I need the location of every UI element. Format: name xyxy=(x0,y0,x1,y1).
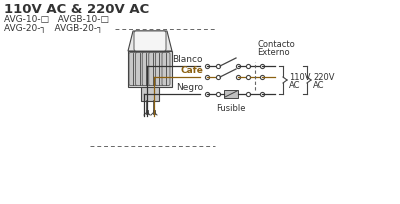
Bar xyxy=(141,88,159,102)
Text: Externo: Externo xyxy=(257,48,290,57)
Text: AVG-10-□   AVGB-10-□: AVG-10-□ AVGB-10-□ xyxy=(4,15,109,24)
FancyBboxPatch shape xyxy=(142,53,150,86)
Text: Cafe: Cafe xyxy=(180,66,203,75)
Text: AVG-20-┐   AVGB-20-┐: AVG-20-┐ AVGB-20-┐ xyxy=(4,23,102,32)
FancyBboxPatch shape xyxy=(162,53,170,86)
Text: AC: AC xyxy=(289,81,300,90)
Bar xyxy=(224,91,238,99)
Bar xyxy=(128,52,172,88)
Text: Contacto: Contacto xyxy=(257,40,295,49)
Text: Fusible: Fusible xyxy=(216,103,246,112)
FancyBboxPatch shape xyxy=(155,53,164,86)
Polygon shape xyxy=(128,32,172,52)
Text: 110V: 110V xyxy=(289,73,310,82)
Text: AC: AC xyxy=(313,81,324,90)
FancyBboxPatch shape xyxy=(136,53,144,86)
FancyBboxPatch shape xyxy=(149,53,157,86)
Text: Blanco: Blanco xyxy=(172,55,203,64)
FancyBboxPatch shape xyxy=(134,32,166,52)
Text: 110V AC & 220V AC: 110V AC & 220V AC xyxy=(4,3,149,16)
Text: Negro: Negro xyxy=(176,83,203,92)
FancyBboxPatch shape xyxy=(129,53,137,86)
Text: 220V: 220V xyxy=(313,73,334,82)
